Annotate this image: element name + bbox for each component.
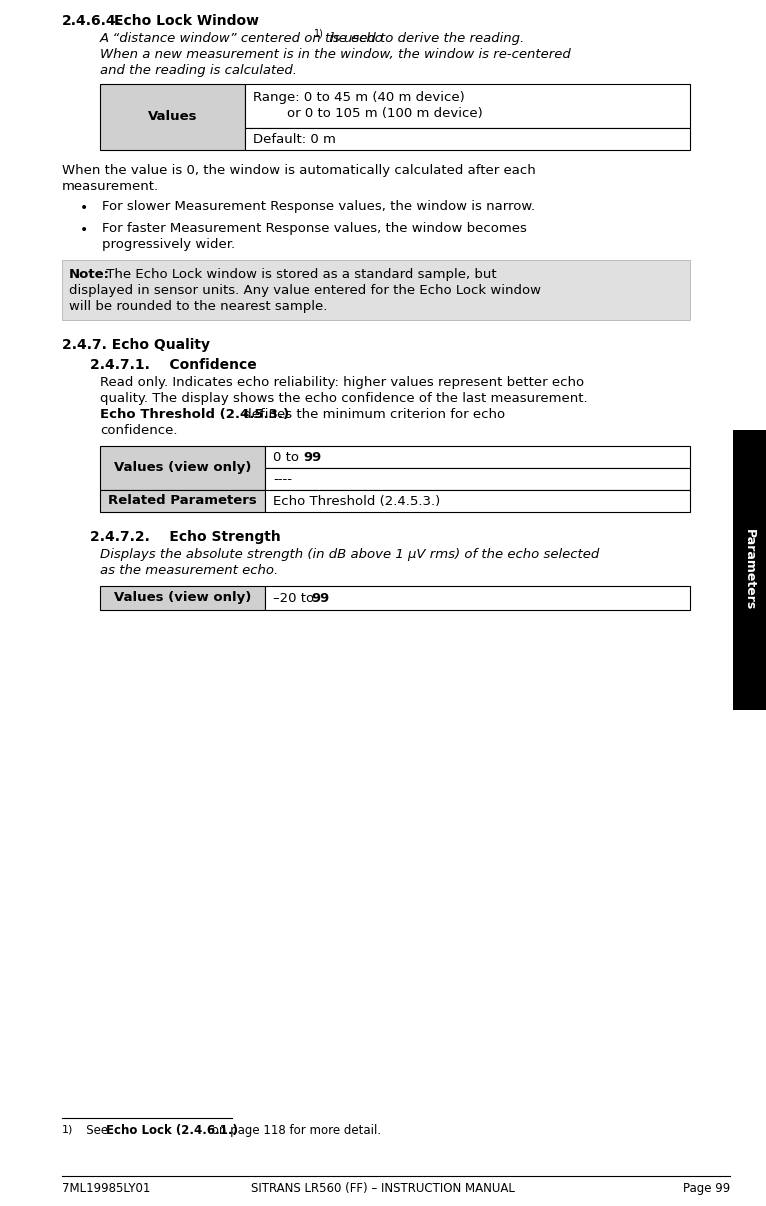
Text: or 0 to 105 m (100 m device): or 0 to 105 m (100 m device): [253, 107, 483, 121]
Text: Echo Lock Window: Echo Lock Window: [114, 14, 259, 28]
Text: Page 99: Page 99: [683, 1182, 730, 1195]
Text: is used to derive the reading.: is used to derive the reading.: [325, 33, 524, 45]
Text: Values (view only): Values (view only): [114, 591, 251, 604]
Text: defines the minimum criterion for echo: defines the minimum criterion for echo: [239, 408, 505, 421]
Text: and the reading is calculated.: and the reading is calculated.: [100, 64, 297, 77]
Bar: [265, 586, 690, 610]
Text: For faster Measurement Response values, the window becomes: For faster Measurement Response values, …: [102, 222, 527, 235]
Text: See: See: [75, 1124, 112, 1137]
Bar: [265, 490, 690, 513]
Text: 2.4.6.4.: 2.4.6.4.: [62, 14, 122, 28]
Text: The Echo Lock window is stored as a standard sample, but: The Echo Lock window is stored as a stan…: [102, 268, 496, 281]
Bar: [733, 431, 766, 710]
Text: as the measurement echo.: as the measurement echo.: [100, 564, 278, 576]
Text: will be rounded to the nearest sample.: will be rounded to the nearest sample.: [69, 300, 327, 314]
Bar: [265, 468, 690, 490]
Text: Displays the absolute strength (in dB above 1 μV rms) of the echo selected: Displays the absolute strength (in dB ab…: [100, 548, 599, 561]
Text: Note:: Note:: [69, 268, 110, 281]
Text: ----: ----: [273, 473, 292, 486]
Text: 1): 1): [314, 29, 324, 39]
Text: progressively wider.: progressively wider.: [102, 238, 235, 251]
Text: Default: 0 m: Default: 0 m: [253, 133, 336, 146]
Text: Read only. Indicates echo reliability: higher values represent better echo: Read only. Indicates echo reliability: h…: [100, 376, 584, 390]
Text: SITRANS LR560 (FF) – INSTRUCTION MANUAL: SITRANS LR560 (FF) – INSTRUCTION MANUAL: [251, 1182, 515, 1195]
Text: 99: 99: [312, 592, 330, 605]
Text: Values (view only): Values (view only): [114, 462, 251, 474]
Text: Echo Threshold (2.4.5.3.): Echo Threshold (2.4.5.3.): [273, 494, 440, 508]
Text: When the value is 0, the window is automatically calculated after each: When the value is 0, the window is autom…: [62, 164, 535, 177]
Text: on page 118 for more detail.: on page 118 for more detail.: [208, 1124, 381, 1137]
Text: •: •: [80, 201, 88, 215]
Text: confidence.: confidence.: [100, 425, 178, 437]
Bar: [62, 260, 690, 320]
Text: 1): 1): [62, 1124, 74, 1134]
Text: Echo Threshold (2.4.5.3.): Echo Threshold (2.4.5.3.): [100, 408, 289, 421]
Text: –20 to: –20 to: [273, 592, 319, 605]
Text: 99: 99: [303, 451, 321, 464]
Text: Parameters: Parameters: [743, 529, 756, 610]
Bar: [265, 446, 690, 468]
Text: measurement.: measurement.: [62, 180, 159, 193]
Text: 2.4.7.2.    Echo Strength: 2.4.7.2. Echo Strength: [90, 529, 281, 544]
Text: 2.4.7. Echo Quality: 2.4.7. Echo Quality: [62, 338, 210, 352]
Bar: [100, 84, 245, 150]
Text: quality. The display shows the echo confidence of the last measurement.: quality. The display shows the echo conf…: [100, 392, 588, 405]
Text: 0 to: 0 to: [273, 451, 303, 464]
Bar: [100, 586, 265, 610]
Bar: [100, 490, 265, 513]
Text: For slower Measurement Response values, the window is narrow.: For slower Measurement Response values, …: [102, 200, 535, 213]
Bar: [100, 446, 265, 490]
Text: When a new measurement is in the window, the window is re-centered: When a new measurement is in the window,…: [100, 48, 571, 62]
Text: 2.4.7.1.    Confidence: 2.4.7.1. Confidence: [90, 358, 257, 371]
Text: Related Parameters: Related Parameters: [108, 494, 257, 508]
Bar: [245, 84, 690, 128]
Bar: [245, 128, 690, 150]
Text: A “distance window” centered on the echo: A “distance window” centered on the echo: [100, 33, 384, 45]
Text: displayed in sensor units. Any value entered for the Echo Lock window: displayed in sensor units. Any value ent…: [69, 283, 541, 297]
Text: Range: 0 to 45 m (40 m device): Range: 0 to 45 m (40 m device): [253, 90, 465, 104]
Text: Values: Values: [148, 111, 198, 123]
Text: Echo Lock (2.4.6.1.): Echo Lock (2.4.6.1.): [106, 1124, 238, 1137]
Text: •: •: [80, 223, 88, 238]
Text: 7ML19985LY01: 7ML19985LY01: [62, 1182, 150, 1195]
